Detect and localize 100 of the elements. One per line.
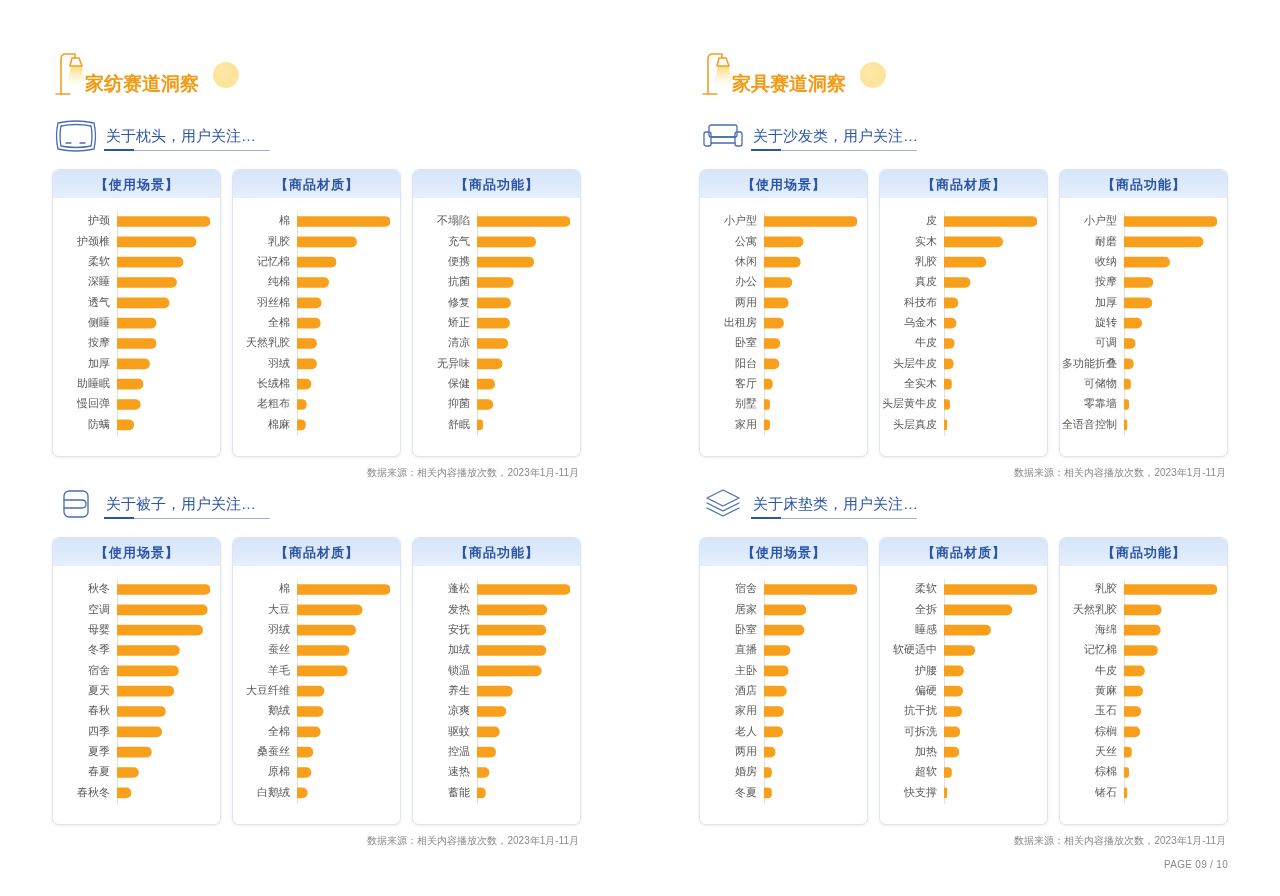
bar	[764, 665, 789, 677]
y-tick-label: 宿舍	[735, 582, 757, 595]
y-tick-label: 乳胶	[915, 255, 937, 268]
source-note: 数据来源：相关内容播放次数，2023年1月-11月	[367, 467, 579, 479]
y-tick-label: 春夏	[88, 765, 110, 778]
y-tick-label: 旋转	[1095, 316, 1117, 329]
y-tick-label: 乌金木	[904, 316, 937, 329]
chart-title: 【商品材质】	[921, 177, 1006, 192]
y-tick-label: 速热	[448, 765, 470, 778]
bar	[944, 645, 976, 656]
y-tick-label: 羊毛	[268, 663, 290, 676]
y-tick-label: 秋冬	[88, 582, 110, 595]
bar	[117, 338, 157, 349]
bar	[477, 665, 542, 677]
chart-subtitle: 关于沙发类，用户关注…	[753, 126, 918, 146]
bar	[117, 216, 210, 227]
bar	[764, 706, 784, 717]
bar	[117, 236, 197, 248]
source-note: 数据来源：相关内容播放次数，2023年1月-11月	[1014, 467, 1226, 479]
bar	[477, 726, 500, 738]
chart-title: 【使用场景】	[94, 545, 179, 560]
y-tick-label: 乳胶	[268, 234, 290, 247]
bar	[764, 584, 857, 595]
y-tick-label: 防螨	[88, 417, 110, 430]
bar	[1124, 216, 1217, 227]
bar	[944, 584, 1037, 595]
y-tick-label: 养生	[448, 684, 470, 697]
chart-title: 【使用场景】	[741, 545, 826, 560]
y-tick-label: 加厚	[88, 356, 110, 369]
y-tick-label: 控温	[448, 745, 470, 758]
y-tick-label: 超软	[915, 765, 937, 778]
bar	[764, 685, 787, 697]
bar	[117, 767, 139, 778]
bar	[117, 746, 152, 758]
bar	[477, 645, 547, 656]
bar	[117, 685, 175, 697]
bar	[297, 645, 350, 656]
y-tick-label: 夏季	[88, 745, 110, 758]
y-tick-label: 皮	[926, 214, 937, 227]
y-tick-label: 四季	[88, 724, 110, 737]
bar	[944, 624, 991, 636]
y-tick-label: 两用	[735, 745, 757, 758]
bar	[477, 706, 507, 717]
bar	[477, 256, 535, 268]
y-tick-label: 发热	[448, 602, 470, 615]
bar	[297, 706, 324, 717]
chart-title: 【商品材质】	[274, 177, 359, 192]
chart-title: 【商品材质】	[274, 545, 359, 560]
bar	[117, 277, 177, 288]
y-tick-label: 快支撑	[903, 785, 937, 798]
y-tick-label: 酒店	[735, 684, 757, 697]
y-tick-label: 海绵	[1095, 623, 1117, 636]
bar	[764, 216, 857, 227]
chart-title: 【商品功能】	[454, 545, 539, 560]
y-tick-label: 棕棉	[1095, 765, 1117, 778]
y-tick-label: 空调	[88, 602, 110, 615]
bar	[297, 338, 317, 349]
y-tick-label: 全棉	[268, 724, 290, 737]
y-tick-label: 多功能折叠	[1062, 356, 1117, 369]
y-tick-label: 加热	[915, 745, 937, 758]
y-tick-label: 羽绒	[268, 623, 290, 636]
y-tick-label: 助睡眠	[77, 377, 110, 390]
y-tick-label: 阳台	[735, 356, 757, 369]
y-tick-label: 侧睡	[88, 316, 110, 329]
y-tick-label: 老粗布	[257, 397, 290, 410]
y-tick-label: 夏天	[88, 684, 110, 697]
bar	[297, 256, 337, 268]
bar	[944, 685, 963, 697]
chart-subtitle: 关于被子，用户关注…	[106, 494, 256, 514]
y-tick-label: 春秋冬	[77, 785, 110, 798]
y-tick-label: 锁温	[447, 663, 470, 676]
y-tick-label: 休闲	[735, 255, 757, 268]
y-tick-label: 柔软	[915, 582, 937, 595]
bar	[477, 236, 536, 248]
y-tick-label: 按摩	[88, 336, 110, 349]
text: 家纺赛道洞察	[85, 72, 199, 96]
y-tick-label: 羽丝棉	[257, 295, 290, 308]
bar	[764, 726, 783, 738]
bar	[117, 624, 203, 636]
y-tick-label: 头层真皮	[893, 417, 937, 430]
y-tick-label: 全实木	[904, 377, 937, 390]
y-tick-label: 冬季	[88, 643, 110, 656]
y-tick-label: 头层黄牛皮	[882, 397, 937, 410]
chart-title: 【商品功能】	[454, 177, 539, 192]
y-tick-label: 实木	[915, 234, 937, 247]
y-tick-label: 白鹅绒	[257, 785, 290, 798]
y-tick-label: 牛皮	[915, 336, 937, 349]
y-tick-label: 大豆	[268, 602, 290, 615]
y-tick-label: 锗石	[1094, 785, 1117, 798]
bar	[117, 584, 210, 595]
y-tick-label: 护腰	[914, 663, 937, 676]
bar	[117, 726, 162, 738]
bar	[477, 685, 513, 697]
y-tick-label: 抗干扰	[904, 704, 937, 717]
y-tick-label: 两用	[735, 295, 757, 308]
y-tick-label: 无异味	[437, 356, 470, 369]
y-tick-label: 可调	[1095, 336, 1117, 349]
y-tick-label: 舒眠	[448, 417, 470, 430]
text: PAGE 09 / 10	[1163, 859, 1228, 871]
bar	[764, 317, 784, 329]
